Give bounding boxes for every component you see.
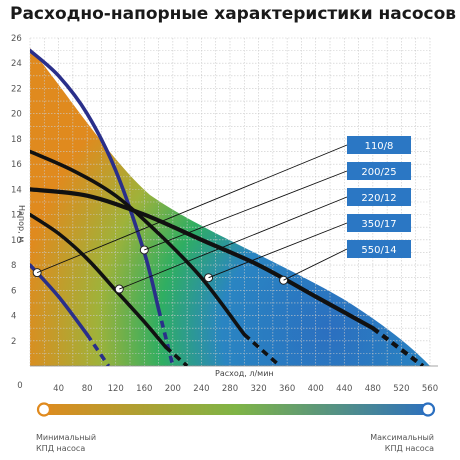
model-label-box-110-8	[347, 136, 411, 154]
x-tick-label: 160	[136, 384, 152, 394]
y-tick-label: 12	[11, 211, 22, 221]
legend-max-marker	[420, 402, 436, 417]
efficiency-area	[30, 48, 430, 366]
y-tick-label: 2	[11, 337, 16, 347]
x-tick-label: 40	[53, 384, 64, 394]
x-tick-label: 560	[422, 384, 438, 394]
model-label-200-25: 200/25	[361, 167, 396, 178]
x-tick-label: 240	[193, 384, 209, 394]
leader-line-200-25	[144, 170, 348, 251]
curve-220-12	[30, 212, 168, 349]
legend-min-label: Минимальный КПД насоса	[36, 433, 96, 453]
legend-max-label: Максимальный КПД насоса	[370, 433, 434, 453]
y-tick-label: 4	[11, 312, 16, 322]
leader-line-110-8	[36, 144, 348, 274]
leader-line-350-17	[208, 222, 348, 279]
y-tick-label: 26	[11, 34, 22, 44]
grid	[29, 37, 438, 367]
curve-tail-220-12	[164, 345, 189, 366]
curve-tail-110-8	[85, 333, 111, 366]
y-tick-label: 8	[11, 261, 16, 271]
x-tick-label: 120	[108, 384, 124, 394]
y-tick-label: 10	[11, 236, 22, 246]
y-tick-label: 6	[11, 286, 16, 296]
y-tick-label: 16	[11, 160, 22, 170]
curve-tail-350-17	[243, 333, 282, 366]
curve-550-14	[30, 187, 375, 331]
x-tick-label-zero: 0	[17, 381, 22, 391]
x-tick-label: 440	[336, 384, 352, 394]
y-tick-label: 14	[11, 185, 22, 195]
model-label-box-220-12	[347, 188, 411, 206]
model-label-box-550-14	[347, 240, 411, 258]
y-tick-label: 18	[11, 135, 22, 145]
leader-line-220-12	[119, 196, 348, 290]
model-label-350-17: 350/17	[361, 219, 396, 230]
leader-line-550-14	[283, 248, 348, 281]
y-axis-label: Напор, м	[17, 205, 26, 242]
x-tick-label: 400	[308, 384, 324, 394]
model-label-110-8: 110/8	[365, 141, 394, 152]
curve-tail-550-14	[371, 326, 425, 366]
x-tick-label: 80	[82, 384, 93, 394]
curve-350-17	[30, 149, 247, 337]
x-tick-label: 480	[365, 384, 381, 394]
y-tick-label: 22	[11, 84, 22, 94]
x-tick-label: 360	[279, 384, 295, 394]
x-tick-label: 280	[222, 384, 238, 394]
model-label-box-200-25	[347, 162, 411, 180]
y-tick-label: 20	[11, 110, 22, 120]
model-label-220-12: 220/12	[361, 193, 396, 204]
x-tick-label: 200	[165, 384, 181, 394]
legend-min-marker	[36, 402, 52, 417]
chart-title: Расходно-напорные характеристики насосов	[10, 4, 457, 24]
x-tick-label: 320	[250, 384, 266, 394]
curve-200-25	[30, 48, 161, 311]
model-label-box-350-17	[347, 214, 411, 232]
efficiency-legend-bar	[38, 404, 434, 415]
model-label-550-14: 550/14	[361, 245, 396, 256]
x-tick-label: 520	[393, 384, 409, 394]
y-tick-label: 24	[11, 59, 22, 69]
x-axis-label: Расход, л/мин	[215, 369, 274, 378]
curve-tail-200-25	[156, 308, 175, 366]
